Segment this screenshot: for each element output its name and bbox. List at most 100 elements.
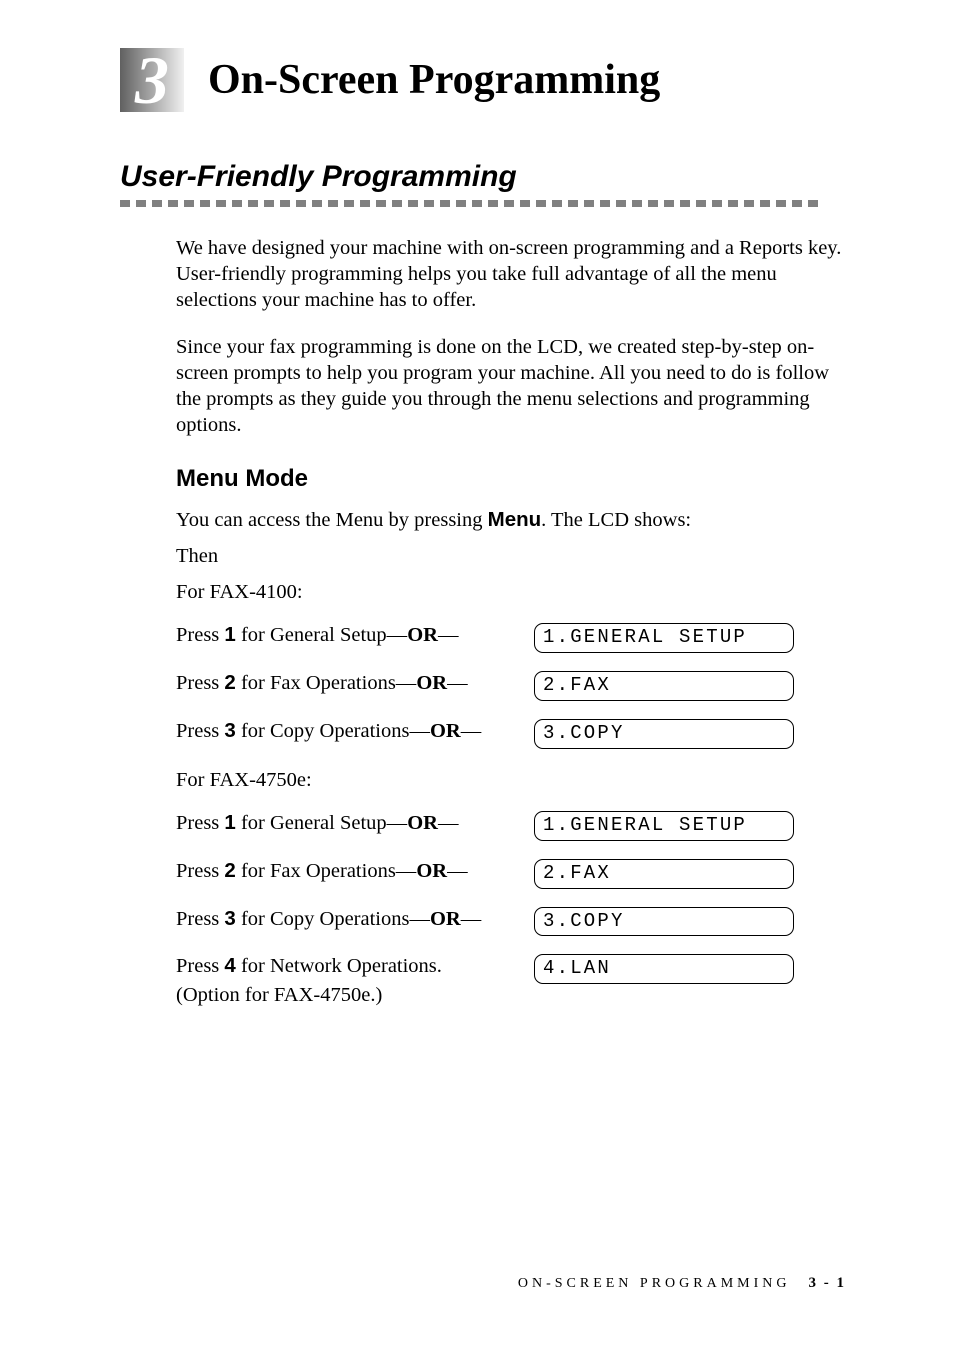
then-label: Then	[176, 543, 846, 569]
model2-row: Press 2 for Fax Operations—OR—2.FAX	[176, 859, 846, 889]
dash	[696, 200, 706, 207]
dash	[680, 200, 690, 207]
footer-page: 3 - 1	[809, 1275, 847, 1291]
dash-suffix: —	[447, 672, 468, 694]
or-label: OR	[430, 908, 461, 930]
dash	[600, 200, 610, 207]
operation-label: for Copy Operations—	[236, 720, 430, 742]
dash	[408, 200, 418, 207]
dash	[296, 200, 306, 207]
key-number: 3	[224, 907, 235, 930]
dash	[312, 200, 322, 207]
chapter-number-badge: 3	[120, 48, 184, 112]
chapter-header: 3 On-Screen Programming	[120, 48, 846, 112]
press-label: Press	[176, 908, 224, 930]
dash	[360, 200, 370, 207]
dash	[152, 200, 162, 207]
dash	[664, 200, 674, 207]
lcd-display: 2.FAX	[534, 671, 794, 701]
operation-label: for General Setup—	[236, 624, 407, 646]
dash-suffix: —	[447, 860, 468, 882]
model2-row: Press 4 for Network Operations.(Option f…	[176, 954, 846, 1007]
dash-suffix: —	[461, 908, 482, 930]
section-heading: User-Friendly Programming	[120, 160, 846, 194]
lcd-display: 4.LAN	[534, 954, 794, 984]
menu-mode-heading: Menu Mode	[176, 465, 846, 493]
operation-label: for Fax Operations—	[236, 672, 416, 694]
dashed-rule	[120, 200, 846, 207]
dash	[744, 200, 754, 207]
key-number: 1	[224, 623, 235, 646]
dash	[456, 200, 466, 207]
dash	[472, 200, 482, 207]
press-label: Press	[176, 624, 224, 646]
dash	[776, 200, 786, 207]
model1-row: Press 2 for Fax Operations—OR—2.FAX	[176, 671, 846, 701]
dash	[760, 200, 770, 207]
dash	[120, 200, 130, 207]
press-label: Press	[176, 860, 224, 882]
dash-suffix: —	[438, 812, 459, 834]
dash	[712, 200, 722, 207]
option-note: (Option for FAX-4750e.)	[176, 984, 534, 1007]
operation-label: for Network Operations.	[236, 955, 442, 977]
press-label: Press	[176, 720, 224, 742]
dash	[328, 200, 338, 207]
model1-row: Press 1 for General Setup—OR—1.GENERAL S…	[176, 623, 846, 653]
dash	[184, 200, 194, 207]
dash	[536, 200, 546, 207]
dash	[568, 200, 578, 207]
dash	[648, 200, 658, 207]
dash	[632, 200, 642, 207]
menu-mode-intro: You can access the Menu by pressing Menu…	[176, 507, 846, 533]
key-number: 1	[224, 811, 235, 834]
model1-row-text: Press 1 for General Setup—OR—	[176, 623, 534, 647]
lcd-display: 3.COPY	[534, 719, 794, 749]
dash	[344, 200, 354, 207]
intro-paragraph-2: Since your fax programming is done on th…	[176, 334, 846, 439]
dash	[792, 200, 802, 207]
dash	[392, 200, 402, 207]
press-label: Press	[176, 672, 224, 694]
dash	[616, 200, 626, 207]
or-label: OR	[416, 672, 447, 694]
operation-label: for Fax Operations—	[236, 860, 416, 882]
dash	[504, 200, 514, 207]
model2-row-text: Press 4 for Network Operations.(Option f…	[176, 954, 534, 1007]
footer-label: ON-SCREEN PROGRAMMING	[518, 1276, 791, 1291]
model1-row-text: Press 2 for Fax Operations—OR—	[176, 671, 534, 695]
chapter-title: On-Screen Programming	[208, 56, 660, 104]
model2-row-text: Press 3 for Copy Operations—OR—	[176, 907, 534, 931]
dash	[264, 200, 274, 207]
model2-row: Press 1 for General Setup—OR—1.GENERAL S…	[176, 811, 846, 841]
key-number: 2	[224, 671, 235, 694]
model1-row-text: Press 3 for Copy Operations—OR—	[176, 719, 534, 743]
lcd-display: 2.FAX	[534, 859, 794, 889]
dash-suffix: —	[461, 720, 482, 742]
dash	[424, 200, 434, 207]
dash	[520, 200, 530, 207]
dash	[584, 200, 594, 207]
model2-row-text: Press 2 for Fax Operations—OR—	[176, 859, 534, 883]
or-label: OR	[407, 812, 438, 834]
body-block: We have designed your machine with on-sc…	[120, 235, 846, 1007]
dash	[232, 200, 242, 207]
dash	[216, 200, 226, 207]
dash	[728, 200, 738, 207]
page-footer: ON-SCREEN PROGRAMMING 3 - 1	[518, 1275, 846, 1292]
dash	[552, 200, 562, 207]
or-label: OR	[416, 860, 447, 882]
chapter-number: 3	[135, 46, 169, 114]
menu-mode-intro-pre: You can access the Menu by pressing	[176, 509, 488, 531]
key-number: 3	[224, 719, 235, 742]
dash	[200, 200, 210, 207]
dash	[376, 200, 386, 207]
dash	[248, 200, 258, 207]
dash	[168, 200, 178, 207]
or-label: OR	[430, 720, 461, 742]
or-label: OR	[407, 624, 438, 646]
dash	[808, 200, 818, 207]
press-label: Press	[176, 955, 224, 977]
model2-row-text: Press 1 for General Setup—OR—	[176, 811, 534, 835]
model2-row: Press 3 for Copy Operations—OR—3.COPY	[176, 907, 846, 937]
